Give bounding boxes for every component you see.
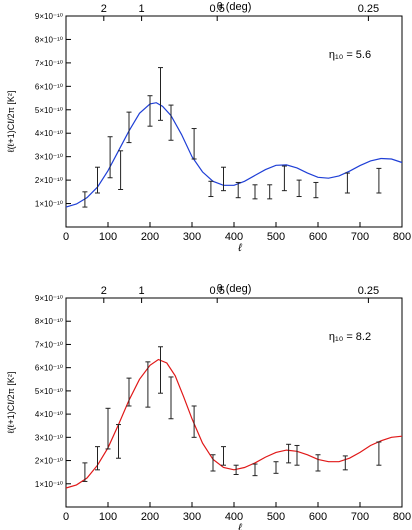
error-bar: [126, 377, 132, 407]
y-tick-label: 3×10⁻¹⁰: [35, 153, 63, 162]
error-bar: [95, 446, 100, 471]
error-bar: [158, 346, 163, 394]
error-bar: [376, 167, 382, 194]
error-bar: [147, 95, 153, 127]
x-tick-label: 500: [267, 231, 285, 243]
panel-1: 0 100 200 300 400 500 600 700 800 ℓ 1×10⁻¹⁰ 2×10⁻¹⁰…: [6, 1, 411, 254]
error-bar: [344, 172, 350, 194]
error-bar: [273, 461, 279, 474]
y-axis-label: ℓ(ℓ+1)Cℓ/2π [K²]: [6, 372, 16, 434]
x-tick-label: 500: [267, 511, 285, 523]
x-tick-label: 100: [99, 511, 117, 523]
top-tick-label: 0.25: [358, 285, 379, 297]
error-bar: [286, 443, 292, 464]
error-bar: [252, 463, 258, 477]
x-tick-label: 200: [141, 231, 159, 243]
y-tick-label: 4×10⁻¹⁰: [35, 410, 63, 419]
x-axis-label: ℓ: [237, 242, 242, 254]
error-bar: [221, 166, 226, 192]
x-tick-label: 300: [183, 231, 201, 243]
y-tick-label: 9×10⁻¹⁰: [35, 294, 63, 303]
error-bar: [105, 407, 111, 450]
y-tick-label: 9×10⁻¹⁰: [35, 12, 63, 21]
y-tick-label: 7×10⁻¹⁰: [35, 340, 63, 349]
error-bar: [296, 179, 302, 198]
eta-annotation: η₁₀ = 5.6: [329, 49, 371, 61]
error-bar: [221, 446, 226, 466]
x-tick-label: 200: [141, 511, 159, 523]
x-tick-label: 0: [63, 511, 69, 523]
y-tick-label: 5×10⁻¹⁰: [35, 387, 63, 396]
y-tick-label: 1×10⁻¹⁰: [35, 200, 63, 209]
error-bar: [168, 104, 174, 141]
top-tick-label: 1: [139, 3, 145, 15]
error-bar: [191, 128, 197, 160]
top-tick-label: 0.5: [210, 285, 225, 297]
top-tick-label: 1: [139, 285, 145, 297]
error-bar: [82, 462, 88, 482]
error-bar: [233, 464, 239, 475]
y-tick-label: 1×10⁻¹⁰: [35, 480, 63, 489]
y-tick-label: 6×10⁻¹⁰: [35, 364, 63, 373]
y-tick-label: 7×10⁻¹⁰: [35, 59, 63, 68]
error-bar: [168, 376, 174, 420]
error-bar: [281, 165, 287, 192]
x-tick-label: 800: [393, 231, 411, 243]
y-tick-label: 3×10⁻¹⁰: [35, 433, 63, 442]
error-bar: [313, 181, 319, 199]
y-axis-label: ℓ(ℓ+1)Cℓ/2π [K²]: [6, 91, 16, 153]
y-tick-label: 8×10⁻¹⁰: [35, 35, 63, 44]
x-tick-label: 700: [351, 231, 369, 243]
top-axis-label: θ (deg): [217, 283, 252, 295]
error-bar: [252, 184, 258, 200]
error-bar: [210, 454, 216, 472]
plot-frame: [65, 297, 403, 508]
y-tick-label: 8×10⁻¹⁰: [35, 317, 63, 326]
y-tick-label: 2×10⁻¹⁰: [35, 176, 63, 185]
y-tick-label: 5×10⁻¹⁰: [35, 106, 63, 115]
top-tick-label: 2: [101, 285, 107, 297]
error-bar: [191, 405, 197, 438]
y-tick-label: 2×10⁻¹⁰: [35, 457, 63, 466]
x-tick-label: 300: [183, 511, 201, 523]
error-bar: [315, 454, 321, 472]
error-bar: [158, 67, 163, 121]
error-bar: [82, 191, 88, 208]
x-axis-label: ℓ: [237, 522, 242, 530]
error-bar: [107, 136, 113, 179]
top-axis-label: θ (deg): [217, 1, 252, 13]
y-tick-label: 4×10⁻¹⁰: [35, 129, 63, 138]
error-bar: [235, 181, 241, 199]
x-tick-label: 400: [225, 511, 243, 523]
error-bar: [95, 166, 100, 194]
panel-2: 0 100 200 300 400 500 600 700 800 ℓ 1×10⁻¹⁰ 2×10⁻¹⁰…: [6, 283, 411, 530]
error-bar: [126, 111, 132, 144]
plot-frame: [65, 15, 403, 228]
top-tick-label: 0.25: [358, 3, 379, 15]
x-tick-label: 100: [99, 231, 117, 243]
x-tick-label: 400: [225, 231, 243, 243]
error-bar: [118, 150, 124, 190]
error-bar: [376, 441, 382, 466]
x-tick-label: 800: [393, 511, 411, 523]
error-bar: [294, 444, 300, 466]
top-tick-label: 2: [101, 3, 107, 15]
eta-annotation: η₁₀ = 8.2: [329, 331, 371, 343]
error-bar: [342, 455, 348, 471]
y-tick-label: 6×10⁻¹⁰: [35, 82, 63, 91]
x-tick-label: 600: [309, 511, 327, 523]
error-bar: [116, 424, 121, 459]
error-bar: [145, 361, 151, 408]
x-tick-label: 0: [63, 231, 69, 243]
error-bar: [208, 180, 214, 198]
theory-curve: [65, 358, 403, 489]
x-tick-label: 700: [351, 511, 369, 523]
error-bar: [267, 184, 273, 200]
top-tick-label: 0.5: [210, 3, 225, 15]
theory-curve: [65, 102, 403, 208]
x-tick-label: 600: [309, 231, 327, 243]
